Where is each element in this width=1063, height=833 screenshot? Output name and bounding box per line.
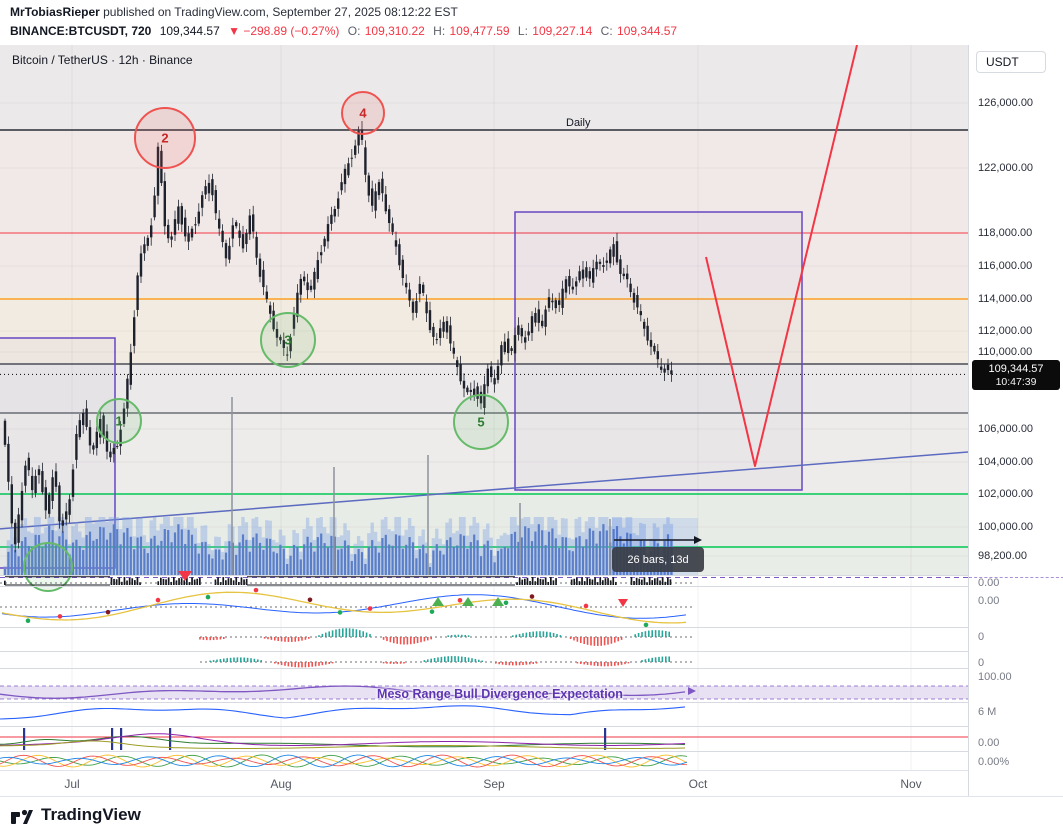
signal-marker <box>432 597 444 606</box>
badge-countdown: 10:47:39 <box>995 375 1037 388</box>
tradingview-logo-text: TradingView <box>41 805 141 824</box>
signal-marker <box>492 597 504 606</box>
svg-text:4: 4 <box>359 106 367 121</box>
header-last-price: 109,344.57 <box>159 24 220 38</box>
indicator-axis-label: 0.00% <box>978 756 1010 768</box>
open-label: O: <box>347 24 361 38</box>
price-axis-label: 114,000.00 <box>978 293 1033 305</box>
price-axis-label: 106,000.00 <box>978 423 1034 435</box>
signal-marker <box>462 597 474 606</box>
close-value: 109,344.57 <box>617 24 678 38</box>
header-price-change: ▼ −298.89 (−0.27%) <box>228 24 340 38</box>
price-axis-label: 122,000.00 <box>978 162 1034 174</box>
time-axis-label-sep: Sep <box>483 777 505 791</box>
svg-text:2: 2 <box>161 131 168 146</box>
symbol-title[interactable]: BINANCE:BTCUSDT, 720 <box>10 24 152 38</box>
svg-text:1: 1 <box>115 414 122 429</box>
time-axis-label-aug: Aug <box>270 777 292 791</box>
indicator-axis-label: 0.00 <box>978 577 1000 589</box>
wave-marker-x <box>23 542 73 592</box>
currency-selector[interactable]: USDT <box>976 51 1046 73</box>
price-axis-label: 104,000.00 <box>978 456 1034 468</box>
divergence-annotation-text: Meso Range Bull Divergence Expectation <box>377 687 623 701</box>
indicator-baseline-dash <box>969 577 1063 578</box>
price-axis-label: 98,200.00 <box>978 550 1027 562</box>
chart-legend-title[interactable]: Bitcoin / TetherUS · 12h · Binance <box>12 53 193 67</box>
price-axis-label: 126,000.00 <box>978 97 1034 109</box>
time-axis-label-oct: Oct <box>688 777 708 791</box>
wave-marker-1 <box>96 398 142 444</box>
badge-price: 109,344.57 <box>988 363 1044 375</box>
publication-header: MrTobiasRieper published on TradingView.… <box>0 0 1063 45</box>
last-price-badge: 109,344.57 10:47:39 <box>972 360 1060 390</box>
high-label: H: <box>433 24 446 38</box>
currency-label: USDT <box>986 55 1019 69</box>
svg-text:3: 3 <box>284 333 291 348</box>
author-name[interactable]: MrTobiasRieper <box>10 5 100 19</box>
indicator-axis-label: 0 <box>978 657 985 669</box>
indicator-axis-label: 0 <box>978 631 985 643</box>
daily-level-label: Daily <box>566 117 591 129</box>
indicator-axis-label: 0.00 <box>978 737 1000 749</box>
open-value: 109,310.22 <box>364 24 425 38</box>
time-axis[interactable]: Jul Aug Sep Oct Nov <box>0 770 968 797</box>
tradingview-logo-icon <box>11 809 33 824</box>
svg-text:5: 5 <box>477 415 484 430</box>
measure-tooltip: 26 bars, 13d <box>612 547 704 572</box>
indicator-axis-label: 0.00 <box>978 595 1000 607</box>
signal-marker <box>618 599 628 607</box>
wave-marker-5 <box>453 394 509 450</box>
price-axis-label: 100,000.00 <box>978 521 1034 533</box>
wave-marker-4 <box>341 91 385 135</box>
indicator-axis-label: 100.00 <box>978 671 1012 683</box>
byline: MrTobiasRieper published on TradingView.… <box>10 5 458 19</box>
price-axis-label: 110,000.00 <box>978 346 1033 358</box>
footer: TradingView <box>0 796 1063 833</box>
wave-marker-2 <box>134 107 196 169</box>
time-axis-label-nov: Nov <box>900 777 922 791</box>
high-value: 109,477.59 <box>449 24 510 38</box>
price-axis-label: 102,000.00 <box>978 488 1034 500</box>
indicator-axis-label: 6 M <box>978 706 997 718</box>
publication-info: published on TradingView.com, September … <box>99 5 458 19</box>
close-label: C: <box>600 24 613 38</box>
symbol-status-row: BINANCE:BTCUSDT, 720 109,344.57 ▼ −298.8… <box>10 24 682 38</box>
tradingview-logo[interactable]: TradingView <box>10 803 141 827</box>
signal-marker <box>178 571 192 581</box>
price-axis-label: 116,000.00 <box>978 260 1033 272</box>
low-label: L: <box>517 24 528 38</box>
wave-marker-3 <box>260 312 316 368</box>
price-axis-label: 118,000.00 <box>978 227 1033 239</box>
low-value: 109,227.14 <box>532 24 593 38</box>
price-axis[interactable]: USDT 109,344.57 10:47:39 126,000.00 122,0… <box>968 45 1063 796</box>
price-chart-canvas[interactable]: 1 2 3 4 5 <box>0 45 968 796</box>
price-axis-label: 112,000.00 <box>978 325 1033 337</box>
time-axis-label-jul: Jul <box>64 777 80 791</box>
